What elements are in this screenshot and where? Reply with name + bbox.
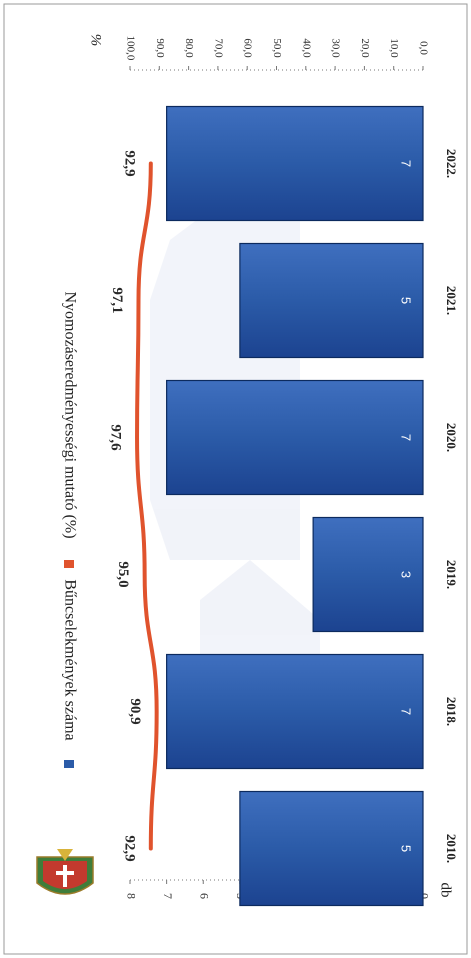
right-axis-tick-label: 0,0	[417, 41, 429, 55]
bar-data-label: 3	[399, 571, 414, 578]
line-point	[155, 710, 159, 713]
line-data-label: 92,9	[121, 835, 137, 861]
legend-swatch-bars	[64, 760, 74, 768]
left-axis-title: db	[438, 883, 454, 898]
category-label: 2022.	[444, 149, 459, 178]
right-axis-tick-label: 50,0	[271, 38, 283, 58]
line-data-label: 95,0	[115, 561, 131, 587]
line-point	[149, 847, 153, 850]
right-axis-tick-label: 30,0	[330, 38, 342, 58]
bar	[239, 790, 424, 907]
legend-label-line: Nyomozáseredményességi mutató (%)	[61, 291, 78, 538]
line-data-label: 97,6	[108, 424, 124, 451]
police-logo	[36, 849, 94, 895]
right-axis-tick-label: 10,0	[388, 38, 400, 58]
category-label: 2019.	[444, 560, 459, 589]
category-label: 2020.	[444, 423, 459, 452]
right-axis-tick-label: 90,0	[154, 38, 166, 58]
line-point	[149, 162, 153, 165]
legend: Bűncselekmények száma Nyomozáseredményess…	[61, 291, 78, 768]
left-axis-tick-label: 7	[161, 893, 175, 899]
line-data-label: 92,9	[121, 150, 137, 176]
right-axis-tick-label: 60,0	[242, 38, 254, 58]
bar-data-label: 7	[399, 708, 414, 715]
right-axis-title: %	[88, 34, 104, 47]
bar	[166, 379, 424, 496]
legend-swatch-line	[64, 560, 74, 568]
right-axis-tick-label: 40,0	[300, 38, 312, 58]
bar	[312, 516, 424, 633]
line-path	[135, 161, 159, 851]
legend-label-bars: Bűncselekmények száma	[61, 579, 78, 740]
category-label: 2018.	[444, 697, 459, 726]
bar	[166, 105, 424, 222]
left-axis-tick-label: 0	[417, 893, 431, 899]
bar-data-label: 5	[399, 845, 414, 852]
line-data-label: 97,1	[109, 287, 125, 313]
line-point	[135, 436, 139, 439]
bar	[239, 242, 424, 359]
line-series: 92,9 90,9 95,0 97,6 97,1 92,9	[108, 150, 159, 862]
right-axis-tick-label: 80,0	[183, 38, 195, 58]
right-axis-tick-label: 70,0	[212, 38, 224, 58]
left-axis-tick-label: 6	[198, 893, 212, 899]
right-axis-tick-label: 20,0	[359, 38, 371, 58]
right-axis-tick-label: 100,0	[124, 36, 136, 61]
chart-labels: 2010. 2018. 2019. 2020. 2021. 2022. Bűncselekm…	[61, 149, 459, 863]
category-label: 2010.	[444, 834, 459, 863]
line-data-label: 90,9	[127, 698, 143, 724]
bar	[166, 653, 424, 770]
bar-data-label: 5	[399, 297, 414, 304]
line-point	[143, 573, 147, 576]
bar-data-label: 7	[399, 434, 414, 441]
category-label: 2021.	[444, 286, 459, 315]
bar-series: 5 7 3 7 5 7	[166, 105, 424, 907]
left-axis-tick-label: 8	[124, 893, 138, 899]
line-point	[136, 299, 140, 302]
bar-data-label: 7	[399, 160, 414, 167]
